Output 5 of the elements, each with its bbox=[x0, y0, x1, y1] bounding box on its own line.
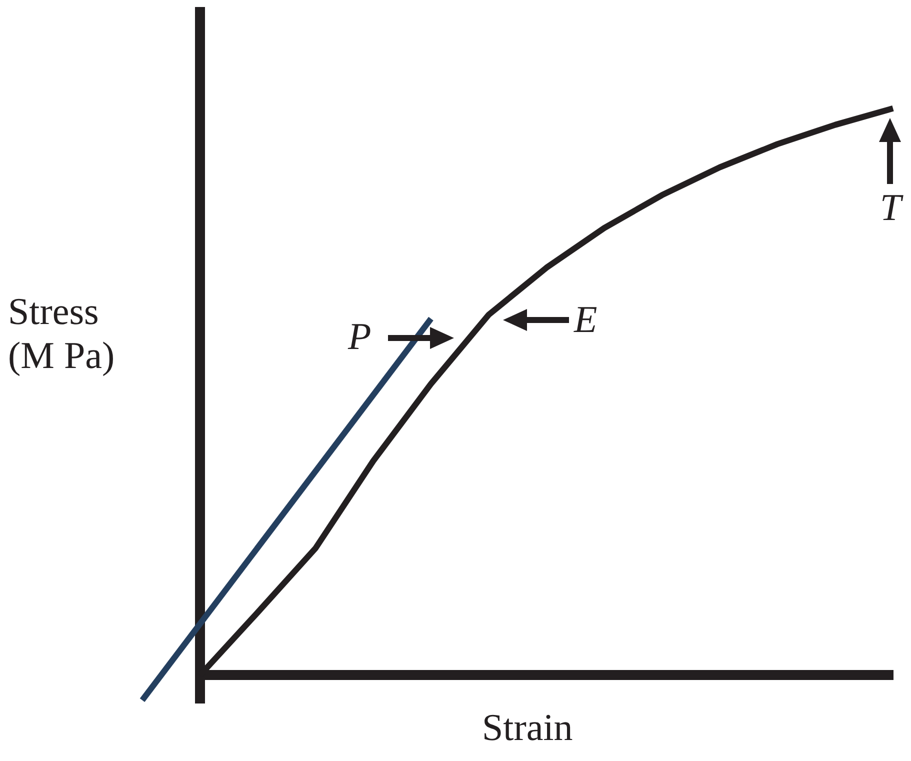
x-axis-title: Strain bbox=[482, 706, 573, 750]
y-axis-title: Stress (M Pa) bbox=[8, 290, 115, 378]
annotation: P bbox=[348, 316, 372, 358]
annotation: T bbox=[880, 187, 902, 229]
annotation: E bbox=[574, 299, 598, 341]
